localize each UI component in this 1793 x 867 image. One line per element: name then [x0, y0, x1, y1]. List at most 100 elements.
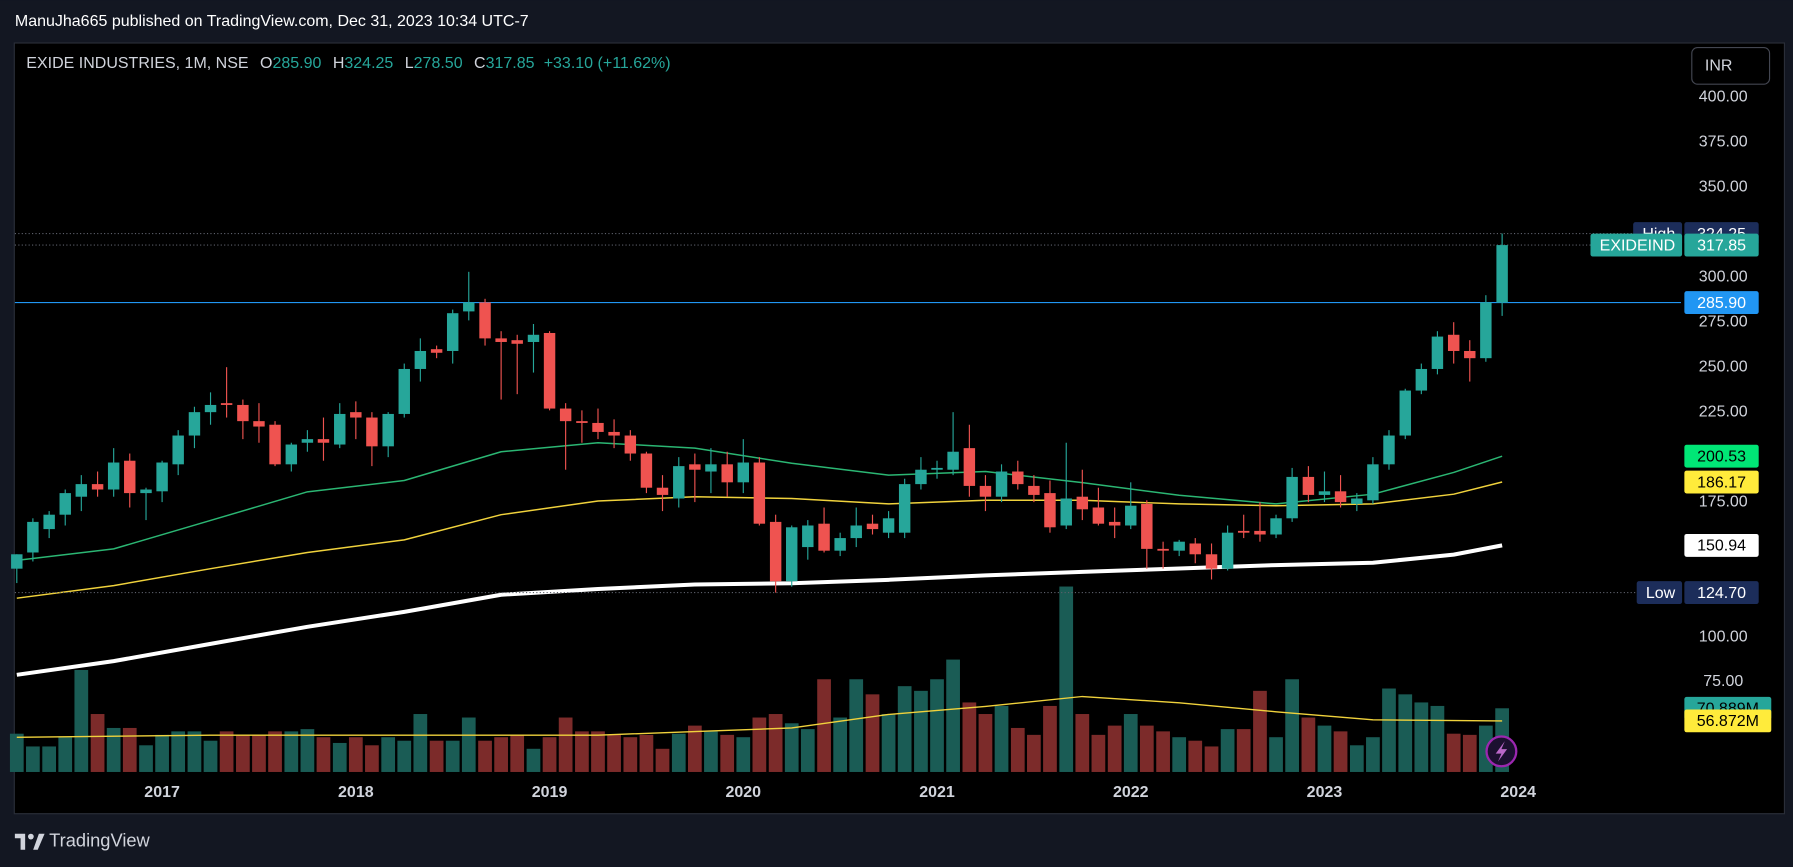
candle-body: [931, 467, 943, 470]
icon-bolt[interactable]: [1495, 741, 1508, 762]
volume-bar: [607, 734, 621, 772]
candle-body: [559, 408, 572, 422]
candle-body: [866, 523, 879, 530]
candle-body: [608, 431, 620, 436]
candle-body: [898, 484, 911, 533]
price-badge-label: 285.90: [1697, 295, 1746, 312]
volume-bar: [1366, 737, 1380, 772]
candle-body: [979, 485, 992, 497]
volume-bar: [914, 690, 928, 772]
moving-average-line: [16, 481, 1503, 599]
logo-part: [33, 833, 45, 850]
chart-layer: 400.00 375.00 350.00 300.00 275.00 250.00 225.…: [9, 89, 1772, 801]
candle-body: [398, 368, 410, 414]
candle-body: [75, 484, 88, 497]
candle-body: [430, 349, 443, 353]
candle-body: [91, 484, 104, 490]
publish-info: ManuJha665 published on TradingView.com,…: [15, 13, 529, 30]
logo-part: [14, 833, 26, 850]
candle-body: [576, 421, 588, 423]
volume-bar: [58, 737, 73, 772]
candle-body: [172, 435, 184, 465]
x-tick-label: 2024: [1500, 784, 1536, 801]
candle-body: [850, 525, 862, 539]
volume-bar: [575, 731, 589, 772]
volume-bar: [1382, 688, 1396, 772]
candle-body: [1367, 464, 1379, 501]
candle-body: [834, 538, 846, 551]
currency[interactable]: INR: [1705, 58, 1733, 75]
volume-bar: [1430, 705, 1445, 772]
volume-bar: [171, 731, 186, 772]
candle-body: [446, 313, 459, 351]
volume-bar: [42, 746, 57, 772]
volume-bar: [90, 714, 105, 772]
price-badge: [1684, 470, 1759, 494]
candle-body: [1480, 302, 1492, 359]
volume-bar: [833, 717, 848, 772]
volume-bar: [1349, 745, 1364, 772]
candle-body: [1076, 496, 1089, 510]
volume-bar: [849, 679, 864, 772]
volume-bar: [800, 729, 815, 772]
legend-open: 285.90: [272, 55, 321, 72]
candle-body: [769, 521, 782, 582]
price-badge-tag: Low: [1646, 585, 1676, 602]
logo-part: [28, 833, 34, 840]
volume-bar: [316, 737, 331, 772]
volume-bar: [139, 745, 153, 772]
candle-body: [124, 460, 136, 494]
candle-body: [1351, 498, 1363, 504]
candle-body: [59, 493, 71, 515]
volume-bar: [655, 748, 670, 772]
volume-bar: [284, 731, 299, 772]
volume-bar: [865, 694, 880, 772]
candle-body: [156, 462, 168, 492]
legend-change: +33.10 (+11.62%): [544, 55, 671, 72]
candle-body: [592, 422, 604, 432]
price-badge: [1684, 533, 1759, 557]
candle-body: [1173, 541, 1185, 551]
y-tick-label: 400.00: [1699, 89, 1748, 106]
volume-bar: [1269, 737, 1283, 772]
x-tick-label: 2019: [532, 784, 568, 801]
y-tick-label: 375.00: [1699, 133, 1748, 150]
volume-bar: [962, 702, 977, 772]
candle-body: [334, 413, 346, 445]
legend-symbol: EXIDE INDUSTRIES, 1M, NSE: [26, 55, 248, 72]
candle-body: [1028, 485, 1040, 495]
volume-bar: [26, 746, 40, 772]
legend-h-prefix: H: [333, 55, 345, 72]
candle-body: [689, 464, 701, 470]
volume-bar: [1043, 705, 1057, 772]
currency-button[interactable]: [1691, 46, 1771, 85]
candle-body: [27, 521, 39, 553]
replay-icon[interactable]: [1485, 735, 1518, 768]
x-tick-label: 2022: [1113, 784, 1149, 801]
volume-bar: [219, 731, 234, 772]
x-tick-label: 2018: [338, 784, 374, 801]
candle-body: [1302, 476, 1315, 495]
volume-bar: [268, 731, 282, 772]
candle-body: [1399, 390, 1411, 436]
volume-bar: [1156, 731, 1170, 772]
candle-body: [350, 412, 362, 418]
price-badge-label: 56.872M: [1697, 713, 1759, 730]
y-tick-label: 225.00: [1699, 403, 1748, 420]
price-badge-tag-bg: [1590, 233, 1683, 257]
candle-body: [656, 487, 669, 495]
volume-bar: [1107, 725, 1122, 772]
candle-body: [414, 350, 427, 369]
volume-bar: [1398, 694, 1413, 772]
candle-body: [1108, 521, 1121, 526]
y-tick-label: 100.00: [1699, 628, 1748, 645]
candle-body: [1334, 491, 1347, 503]
candle-body: [1060, 498, 1072, 526]
volume-bar: [687, 725, 702, 772]
volume-bar: [994, 705, 1009, 772]
candle-body: [640, 453, 653, 488]
price-badge-label: 150.94: [1697, 538, 1746, 555]
candle-body: [963, 448, 976, 486]
candle-body: [1125, 505, 1137, 526]
price-badge: [1684, 291, 1759, 315]
